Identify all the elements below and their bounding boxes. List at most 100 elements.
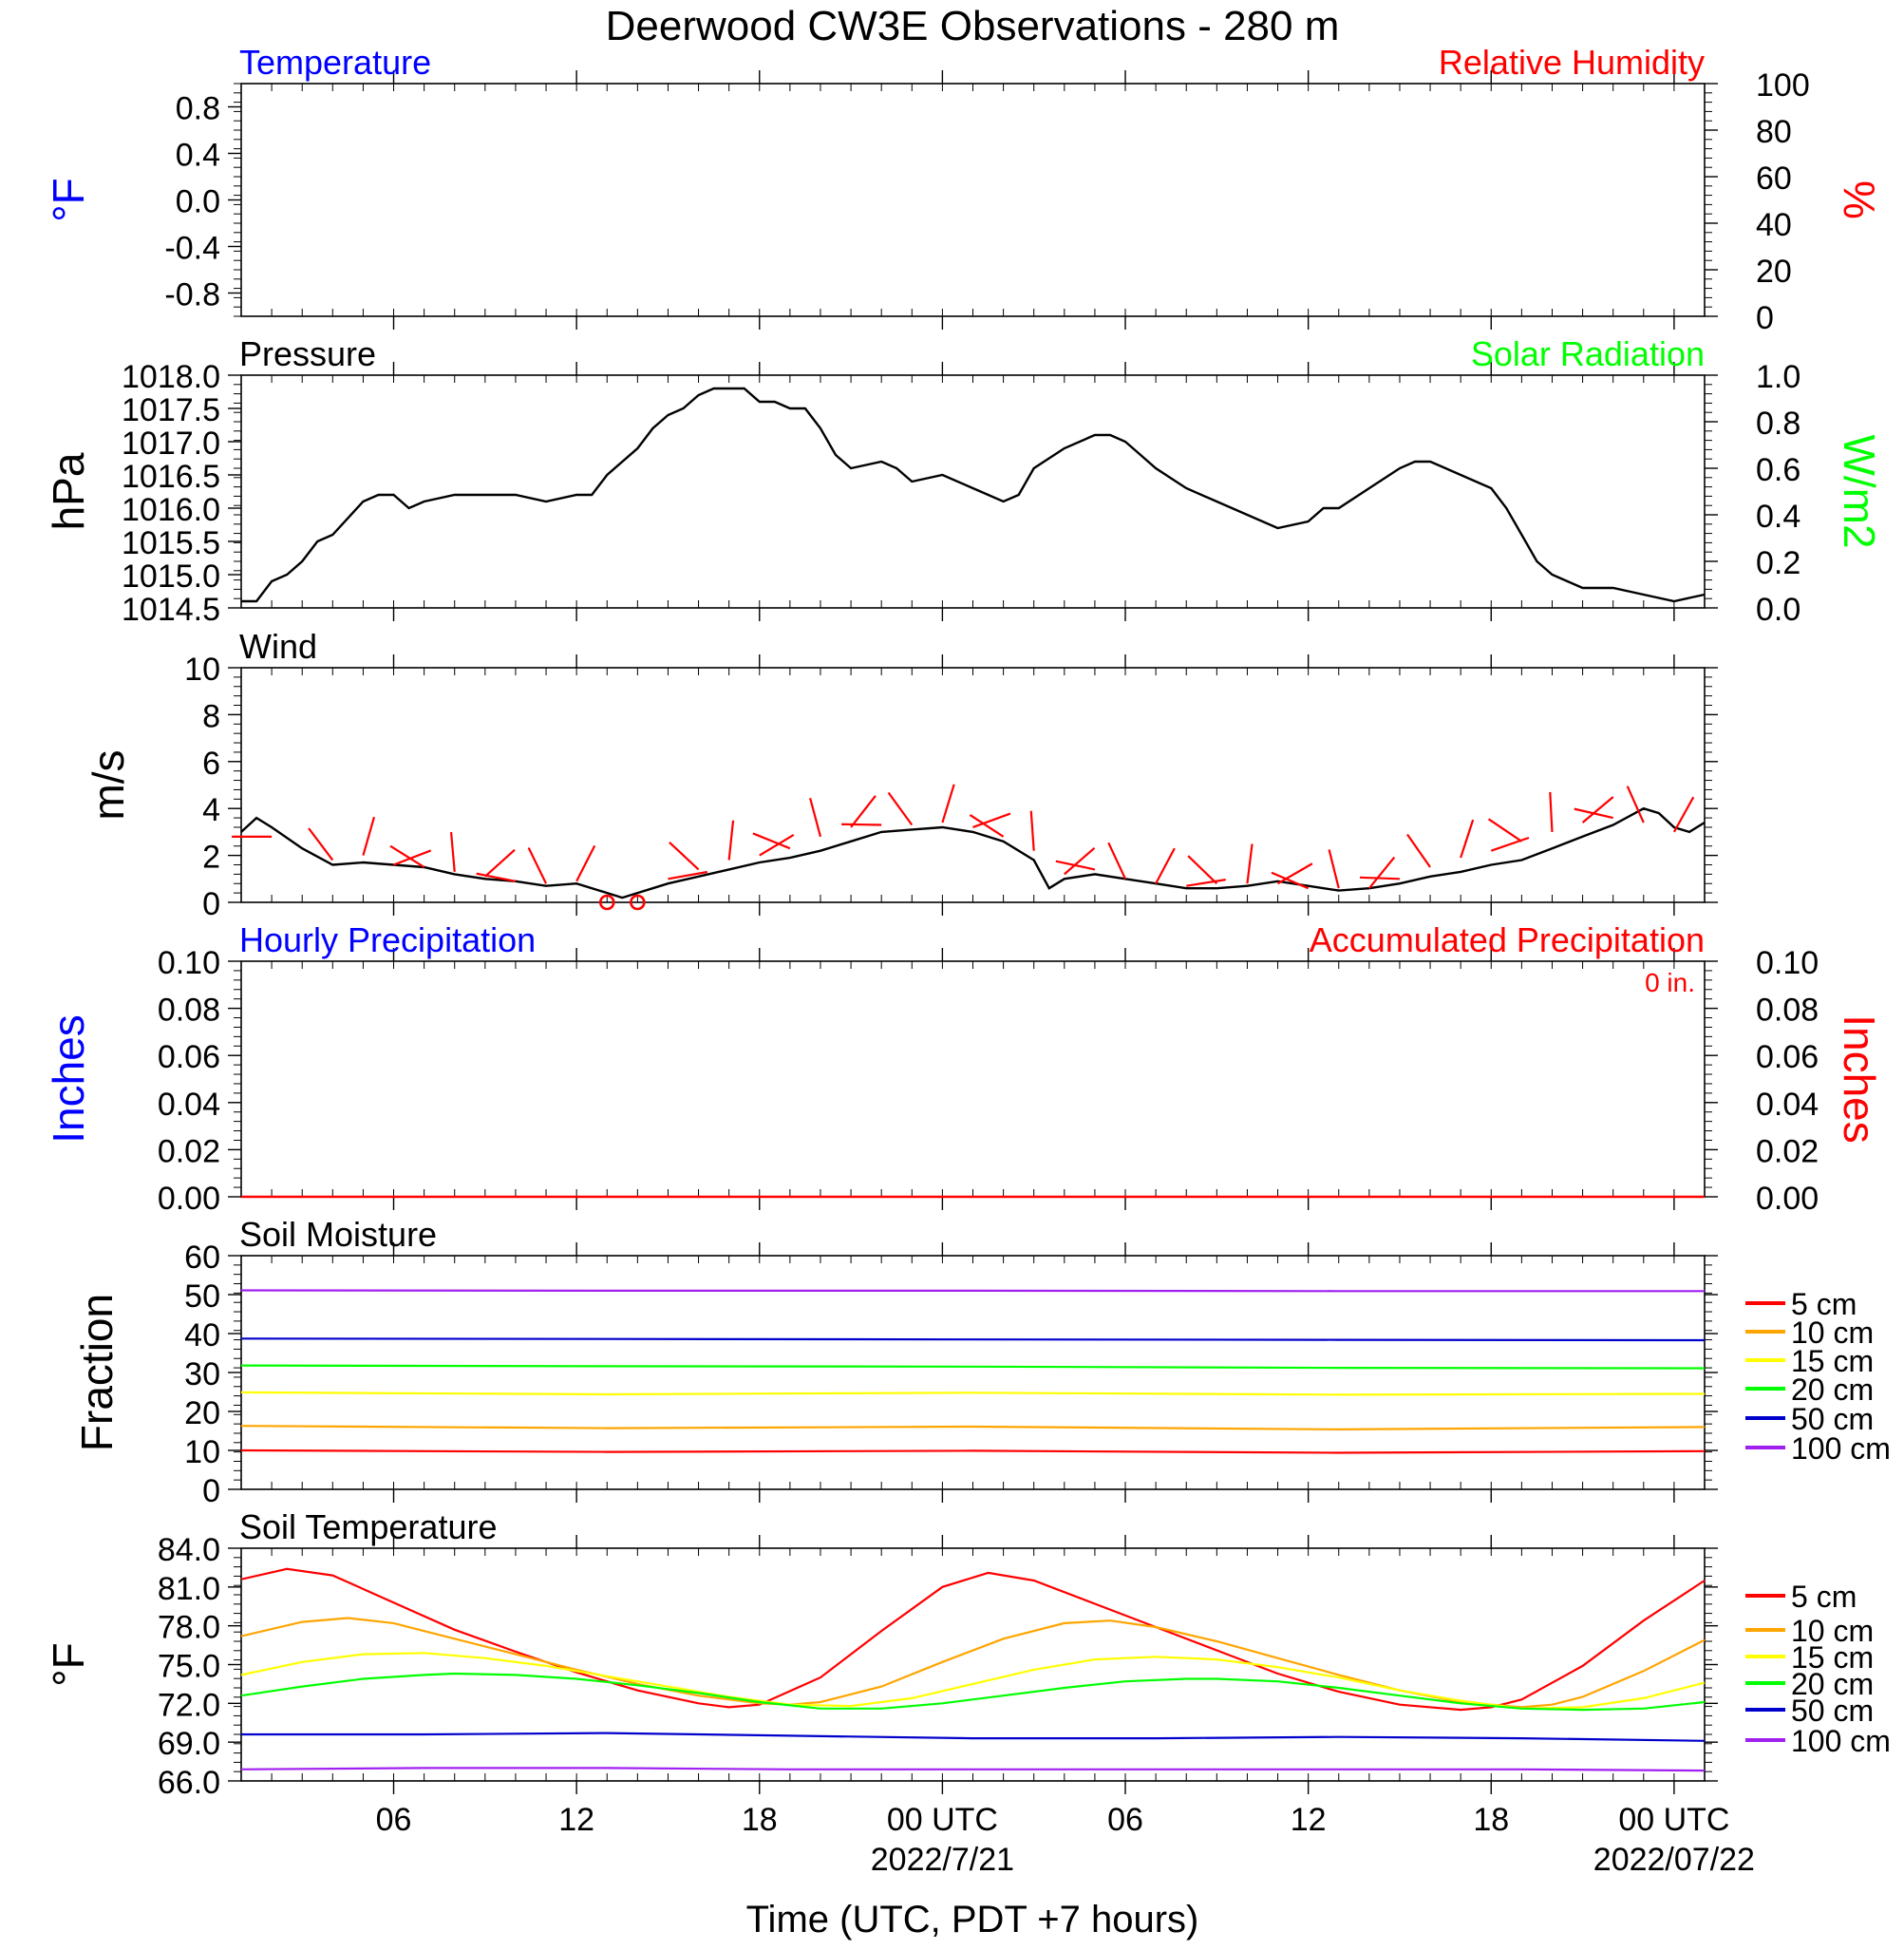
y-left-axis-label: m/s xyxy=(84,749,133,820)
panel-title-left: Temperature xyxy=(239,43,431,82)
panel-title-right: Relative Humidity xyxy=(1439,43,1705,82)
series-line-10-cm xyxy=(240,1425,1706,1431)
y-left-tick-label: 60 xyxy=(184,1240,220,1276)
wind-barb xyxy=(1574,807,1613,820)
y-left-tick-label: 8 xyxy=(202,698,220,734)
y-left-axis-label: Inches xyxy=(44,1014,93,1144)
wind-barb xyxy=(1246,843,1254,884)
x-tick-label: 06 xyxy=(376,1802,412,1838)
wind-barb xyxy=(1460,819,1475,859)
wind-barb xyxy=(1487,818,1522,842)
wind-barb xyxy=(1029,810,1035,851)
accumulated-total-label: 0 in. xyxy=(1645,968,1695,997)
wind-barb xyxy=(1064,846,1096,876)
series-line-15-cm xyxy=(240,1652,1706,1710)
figure-title: Deerwood CW3E Observations - 280 m xyxy=(606,3,1340,49)
y-left-axis-label: °F xyxy=(44,178,93,222)
panel-title-left: Soil Moisture xyxy=(239,1215,437,1254)
wind-barb xyxy=(727,820,735,861)
wind-barb xyxy=(969,814,1005,838)
panel-title-right: Solar Radiation xyxy=(1471,334,1705,373)
y-left-tick-label: 0.0 xyxy=(176,184,220,220)
series-line-50-cm xyxy=(240,1337,1706,1342)
y-left-tick-label: 72.0 xyxy=(158,1687,220,1723)
series-line-20-cm xyxy=(240,1364,1706,1370)
y-right-tick-label: 0.2 xyxy=(1756,545,1800,581)
wind-barb xyxy=(972,812,1011,828)
y-left-tick-label: 78.0 xyxy=(158,1610,220,1646)
plot-frame xyxy=(240,1547,1706,1782)
legend-label: 20 cm xyxy=(1791,1373,1874,1407)
wind-barb xyxy=(1490,836,1530,852)
y-left-tick-label: 1017.5 xyxy=(122,392,220,428)
y-left-tick-label: 1016.5 xyxy=(122,459,220,495)
y-right-tick-label: 0.6 xyxy=(1756,452,1800,488)
plot-frame xyxy=(240,374,1706,609)
y-left-tick-label: 1014.5 xyxy=(122,592,220,628)
y-left-tick-label: 1018.0 xyxy=(122,359,220,395)
legend-label: 100 cm xyxy=(1791,1724,1891,1758)
y-left-tick-label: 10 xyxy=(184,1434,220,1470)
wind-barb xyxy=(669,841,700,871)
y-right-tick-label: 0.4 xyxy=(1756,499,1800,535)
y-left-tick-label: 1015.5 xyxy=(122,525,220,561)
y-left-tick-label: 2 xyxy=(202,840,220,876)
wind-barb xyxy=(1626,786,1645,824)
wind-barb xyxy=(1271,871,1310,890)
y-left-tick-label: 0.04 xyxy=(158,1087,220,1123)
wind-barb xyxy=(1328,849,1340,889)
y-left-tick-label: 1016.0 xyxy=(122,492,220,528)
y-right-tick-label: 0.08 xyxy=(1756,993,1819,1029)
series-line-0 xyxy=(241,387,1706,603)
y-left-tick-label: 66.0 xyxy=(158,1765,220,1801)
y-left-tick-label: 50 xyxy=(184,1278,220,1315)
series-line-5-cm xyxy=(240,1567,1706,1712)
y-right-tick-label: 1.0 xyxy=(1756,359,1800,395)
y-right-tick-label: 0.04 xyxy=(1756,1087,1819,1123)
wind-barb xyxy=(1549,791,1554,832)
panel-wind: 10 8 6 4 2 0 Wind m/s xyxy=(84,627,1718,922)
x-tick-date-label: 2022/7/21 xyxy=(871,1842,1014,1878)
wind-barb xyxy=(1055,860,1096,871)
y-right-tick-label: 0.02 xyxy=(1756,1133,1819,1169)
plot-frame xyxy=(240,83,1706,317)
y-right-tick-label: 0 xyxy=(1756,300,1774,336)
series-line-20-cm xyxy=(240,1672,1706,1712)
plot-frame xyxy=(240,960,1706,1198)
panel-precipitation: 0.10 0.08 0.06 0.04 0.02 0.00 0.10 0.08 0.06 0.04… xyxy=(44,920,1884,1217)
calm-wind-marker xyxy=(630,894,646,911)
x-tick-label: 00 UTC xyxy=(1618,1802,1729,1838)
wind-barb xyxy=(308,827,334,861)
series-line-50-cm xyxy=(241,1732,1706,1742)
legend-label: 20 cm xyxy=(1791,1667,1874,1701)
series-line-0 xyxy=(240,806,1706,899)
y-left-tick-label: 30 xyxy=(184,1356,220,1392)
y-left-tick-label: 0.4 xyxy=(176,138,220,174)
y-left-tick-label: 1015.0 xyxy=(122,558,220,595)
legend-label: 50 cm xyxy=(1791,1694,1874,1728)
y-right-tick-label: 20 xyxy=(1756,254,1792,290)
y-right-tick-label: 40 xyxy=(1756,207,1792,243)
y-left-tick-label: 40 xyxy=(184,1317,220,1354)
wind-barb xyxy=(850,795,877,828)
y-left-tick-label: -0.8 xyxy=(164,277,220,313)
x-axis-label: Time (UTC, PDT +7 hours) xyxy=(746,1899,1199,1941)
y-right-tick-label: 80 xyxy=(1756,114,1792,150)
panel-title-right: Accumulated Precipitation xyxy=(1310,920,1705,959)
wind-barb xyxy=(841,823,882,826)
panel-soil-temperature: 84.081.078.075.072.069.066.0 Soil Tempera… xyxy=(44,1507,1891,1878)
y-left-tick-label: 10 xyxy=(184,652,220,688)
y-left-tick-label: 0 xyxy=(202,886,220,922)
y-left-tick-label: 0.00 xyxy=(158,1181,220,1217)
panel-title-left: Hourly Precipitation xyxy=(239,920,536,959)
y-left-axis-label: Fraction xyxy=(72,1294,122,1451)
y-left-tick-label: 81.0 xyxy=(158,1571,220,1607)
x-tick-date-label: 2022/07/22 xyxy=(1593,1842,1755,1878)
y-right-tick-label: 0.0 xyxy=(1756,592,1800,628)
y-right-tick-label: 0.06 xyxy=(1756,1039,1819,1075)
y-left-tick-label: 0.8 xyxy=(176,91,220,127)
x-tick-label: 00 UTC xyxy=(887,1802,998,1838)
y-right-axis-label: W/m2 xyxy=(1835,434,1884,548)
y-left-tick-label: 0.08 xyxy=(158,993,220,1029)
